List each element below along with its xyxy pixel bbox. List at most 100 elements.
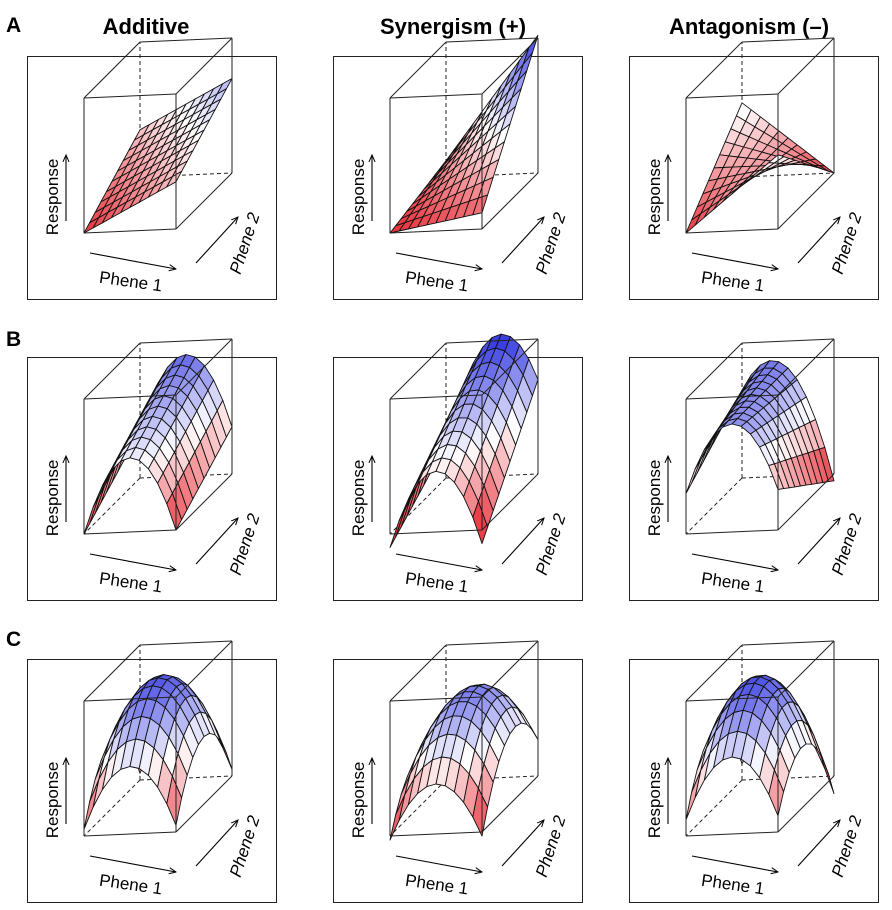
phene2-axis-arrow	[797, 820, 840, 867]
surface-cell	[389, 508, 406, 548]
phene2-axis-arrow	[195, 820, 238, 867]
row-label-a: A	[6, 14, 22, 37]
column-title-additive: Additive	[102, 14, 190, 39]
phene2-axis-label: Phene 2	[226, 813, 264, 880]
response-surface	[685, 674, 835, 821]
response-surface	[389, 333, 539, 548]
phene2-axis-arrow	[501, 820, 544, 867]
response-axis-label: Response	[645, 762, 664, 839]
response-axis-label: Response	[349, 460, 368, 537]
surface-cell	[685, 458, 702, 494]
phene2-axis-arrow	[195, 518, 238, 565]
box-front-edges	[685, 640, 835, 837]
box-front-edges	[389, 338, 539, 535]
surface-panel-c-synergism: Response Phene 1 Phene 2	[333, 640, 583, 903]
phene1-axis-label: Phene 1	[700, 569, 765, 597]
box-back-edges	[685, 343, 835, 535]
phene1-axis-label: Phene 1	[98, 268, 163, 296]
surface-cell	[83, 779, 100, 830]
phene1-axis-label: Phene 1	[98, 871, 163, 899]
surface-panel-a-synergism: Response Phene 1 Phene 2	[333, 34, 583, 300]
column-title-synergism: Synergism (+)	[379, 14, 527, 39]
phene1-axis-label: Phene 1	[700, 871, 765, 899]
surface-panel-b-antagonism: Response Phene 1 Phene 2	[629, 338, 879, 601]
surface-cell	[166, 775, 183, 826]
response-surface	[83, 674, 233, 830]
surface-cell	[166, 492, 183, 531]
surface-plot: Response Phene 1 Phene 2	[645, 338, 866, 597]
row-label-c: C	[6, 628, 22, 651]
response-surface	[83, 354, 233, 535]
phene2-axis-arrow	[797, 518, 840, 565]
surface-cell	[768, 463, 785, 490]
surface-plot: Response Phene 1 Phene 2	[349, 640, 570, 899]
phene2-axis-arrow	[501, 217, 544, 264]
phene1-axis-arrow	[395, 252, 482, 269]
surface-cell	[768, 154, 785, 164]
response-surface	[83, 78, 233, 234]
surface-plot: Response Phene 1 Phene 2	[349, 333, 570, 597]
surface-plot: Response Phene 1 Phene 2	[645, 37, 866, 296]
response-axis-label: Response	[43, 762, 62, 839]
surface-cell	[389, 794, 406, 841]
phene2-axis-label: Phene 2	[828, 210, 866, 277]
surface-plot: Response Phene 1 Phene 2	[43, 338, 264, 597]
phene1-axis-arrow	[691, 252, 778, 269]
box-front-edges	[389, 37, 539, 234]
surface-plot: Response Phene 1 Phene 2	[43, 640, 264, 899]
phene2-axis-label: Phene 2	[532, 511, 570, 578]
phene1-axis-label: Phene 1	[98, 569, 163, 597]
phene2-axis-arrow	[195, 217, 238, 264]
surface-panel-a-additive: Response Phene 1 Phene 2	[27, 37, 277, 300]
row-label-b: B	[6, 328, 22, 351]
surface-panel-b-synergism: Response Phene 1 Phene 2	[333, 333, 583, 601]
phene1-axis-arrow	[691, 855, 778, 872]
response-axis-label: Response	[645, 159, 664, 236]
phene1-axis-label: Phene 1	[404, 871, 469, 899]
phene2-axis-label: Phene 2	[226, 210, 264, 277]
response-surface	[685, 102, 835, 234]
phene2-axis-label: Phene 2	[828, 813, 866, 880]
phene2-axis-arrow	[501, 518, 544, 565]
box-front-edges	[685, 338, 835, 535]
surface-cell	[694, 440, 711, 470]
phene1-axis-arrow	[89, 553, 176, 570]
phene1-axis-arrow	[89, 855, 176, 872]
surface-plot: Response Phene 1 Phene 2	[43, 37, 264, 296]
phene2-axis-label: Phene 2	[532, 210, 570, 277]
box-front-edges	[83, 640, 233, 837]
surface-cell	[472, 500, 489, 544]
phene2-axis-label: Phene 2	[532, 813, 570, 880]
surface-cell	[472, 194, 489, 216]
response-surface	[389, 683, 539, 841]
surface-cell	[472, 787, 489, 837]
surface-panel-a-antagonism: Response Phene 1 Phene 2	[629, 37, 879, 300]
phene1-axis-arrow	[691, 553, 778, 570]
phene2-axis-label: Phene 2	[226, 511, 264, 578]
phene1-axis-label: Phene 1	[404, 569, 469, 597]
surface-panel-c-additive: Response Phene 1 Phene 2	[27, 640, 277, 903]
box-front-edges	[83, 37, 233, 234]
phene2-axis-label: Phene 2	[828, 511, 866, 578]
response-axis-label: Response	[349, 762, 368, 839]
response-axis-label: Response	[43, 159, 62, 236]
surface-cell	[685, 769, 702, 821]
phene1-axis-label: Phene 1	[404, 268, 469, 296]
surface-cell	[83, 496, 100, 535]
surface-panel-b-additive: Response Phene 1 Phene 2	[27, 338, 277, 601]
response-axis-label: Response	[43, 460, 62, 537]
surface-cell	[166, 170, 183, 188]
surface-cell	[768, 769, 785, 817]
response-surface	[389, 34, 539, 234]
response-axis-label: Response	[645, 460, 664, 537]
phene1-axis-label: Phene 1	[700, 268, 765, 296]
box-front-edges	[83, 338, 233, 535]
response-surface	[685, 360, 835, 494]
phene1-axis-arrow	[89, 252, 176, 269]
box-front-edges	[685, 37, 835, 234]
column-title-antagonism: Antagonism (–)	[668, 14, 830, 39]
surface-plot: Response Phene 1 Phene 2	[645, 640, 866, 899]
surface-panel-c-antagonism: Response Phene 1 Phene 2	[629, 640, 879, 903]
response-axis-label: Response	[349, 159, 368, 236]
phene1-axis-arrow	[395, 855, 482, 872]
